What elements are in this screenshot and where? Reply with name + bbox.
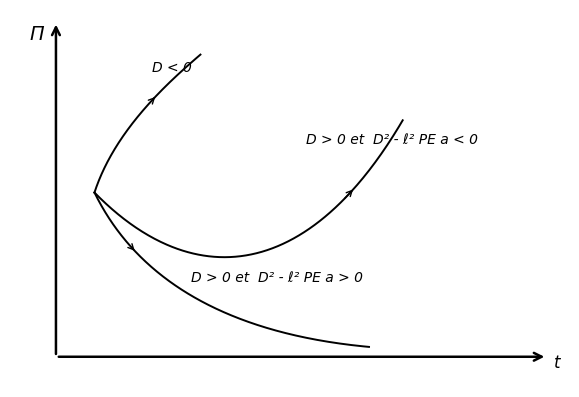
Text: D > 0 et  D² - ℓ² PE a < 0: D > 0 et D² - ℓ² PE a < 0	[306, 133, 478, 147]
Text: D > 0 et  D² - ℓ² PE a > 0: D > 0 et D² - ℓ² PE a > 0	[191, 271, 363, 285]
Text: D < 0: D < 0	[152, 61, 192, 75]
Text: t: t	[554, 355, 560, 372]
Text: Π: Π	[30, 25, 44, 44]
